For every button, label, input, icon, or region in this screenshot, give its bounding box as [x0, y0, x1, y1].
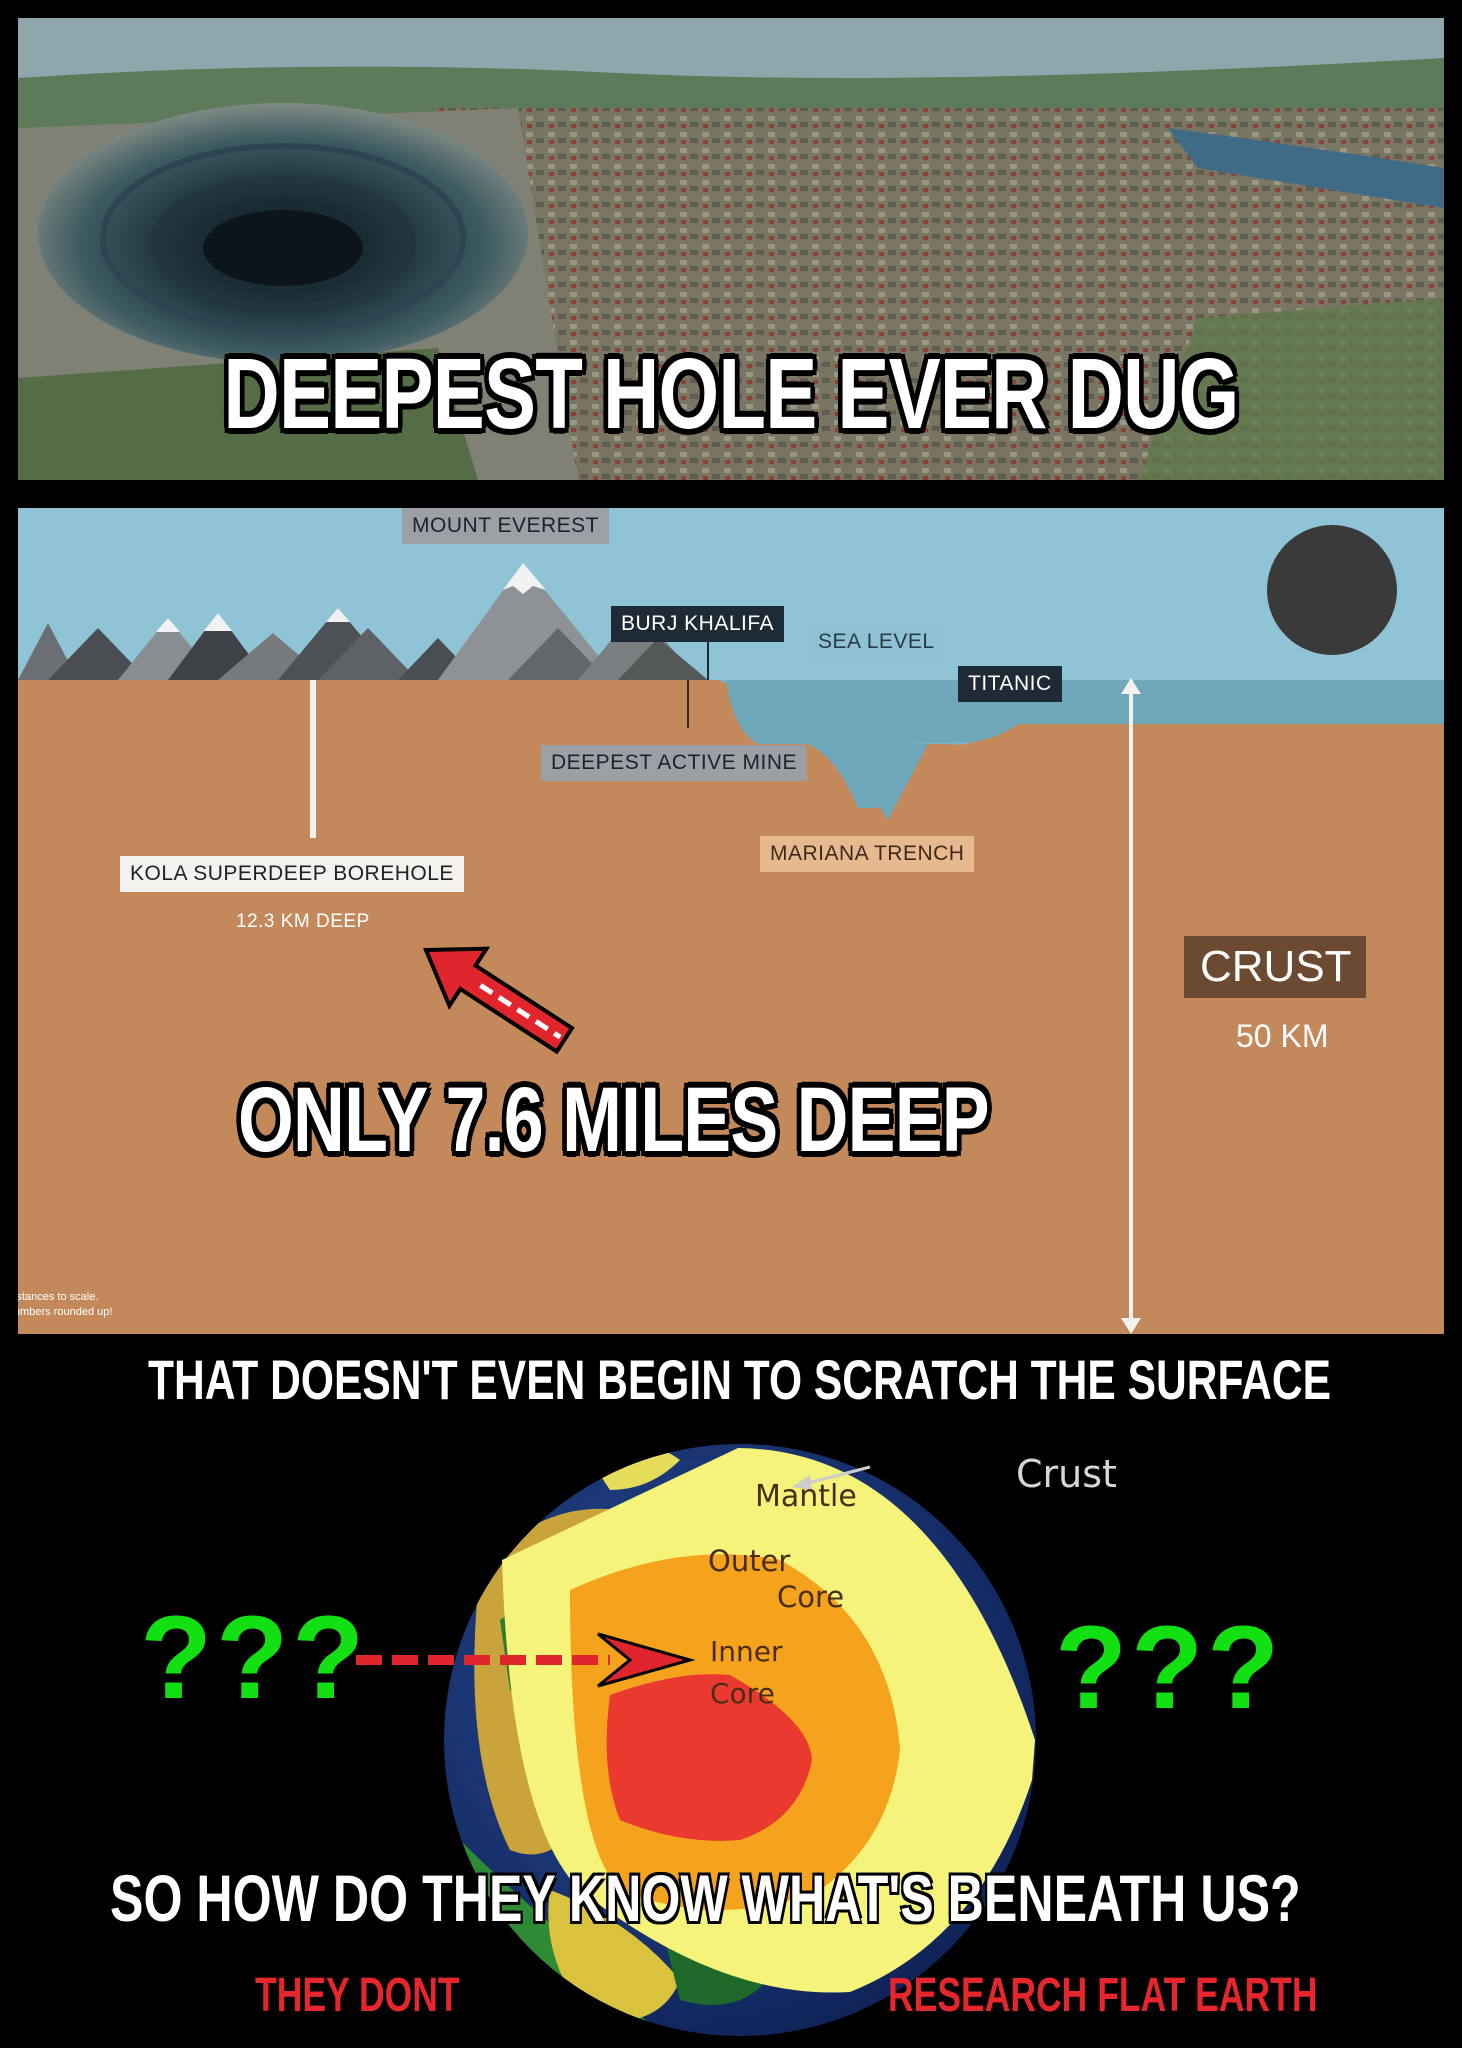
footnote-line-2: umbers rounded up!	[18, 1306, 113, 1318]
depth-diagram-graphic	[18, 508, 1444, 1334]
label-crust-globe: Crust	[1016, 1452, 1117, 1496]
label-inner-core-1: Inner	[710, 1635, 783, 1668]
label-burj-khalifa: BURJ KHALIFA	[611, 606, 785, 642]
label-kola-depth: 12.3 KM DEEP	[236, 911, 370, 932]
scale-circle	[1267, 525, 1397, 655]
inner-core-layer	[606, 1674, 812, 1841]
label-sea-level: SEA LEVEL	[808, 624, 945, 660]
caption-research-flat-earth: RESEARCH FLAT EARTH	[888, 1969, 1318, 2022]
red-pointer-arrow	[423, 946, 575, 1055]
label-outer-core-1: Outer	[708, 1544, 791, 1578]
depth-diagram-panel: MOUNT EVEREST BURJ KHALIFA SEA LEVEL TIT…	[18, 508, 1444, 1334]
label-titanic: TITANIC	[958, 666, 1062, 702]
label-outer-core-2: Core	[777, 1580, 845, 1614]
label-crust: CRUST	[1184, 936, 1366, 998]
label-inner-core-2: Core	[710, 1677, 775, 1710]
aerial-photo-panel: DEEPEST HOLE EVER DUG	[18, 18, 1444, 480]
overlay-only-miles-deep: ONLY 7.6 MILES DEEP	[238, 1069, 990, 1171]
red-dashed-arrow	[356, 1632, 696, 1688]
question-marks-right: ???	[1055, 1602, 1284, 1734]
headline-deepest-hole: DEEPEST HOLE EVER DUG	[223, 338, 1239, 450]
question-marks-left: ???	[140, 1592, 369, 1724]
crust-depth-arrow	[1121, 678, 1141, 1334]
caption-they-dont: THEY DONT	[255, 1969, 460, 2022]
ocean	[726, 680, 1444, 808]
mountain-range	[18, 563, 708, 680]
aerial-mine-photo	[18, 18, 1444, 480]
footnote-line-1: istances to scale.	[18, 1291, 99, 1303]
label-mariana-trench: MARIANA TRENCH	[760, 836, 975, 872]
caption-scratch-surface: THAT DOESN'T EVEN BEGIN TO SCRATCH THE S…	[148, 1348, 1331, 1411]
label-mantle: Mantle	[755, 1479, 857, 1514]
caption-how-do-they-know: SO HOW DO THEY KNOW WHAT'S BENEATH US?	[110, 1861, 1301, 1935]
label-crust-depth: 50 KM	[1236, 1018, 1329, 1054]
scale-footnote: istances to scale. umbers rounded up!	[18, 1290, 112, 1320]
label-kola-borehole: KOLA SUPERDEEP BOREHOLE	[120, 856, 464, 892]
crust-pointer-arrow	[803, 1465, 871, 1486]
label-mount-everest: MOUNT EVEREST	[402, 508, 609, 544]
kola-borehole-line	[310, 680, 316, 838]
label-deepest-active-mine: DEEPEST ACTIVE MINE	[541, 745, 808, 781]
earth-cross-section	[444, 1444, 1036, 2036]
